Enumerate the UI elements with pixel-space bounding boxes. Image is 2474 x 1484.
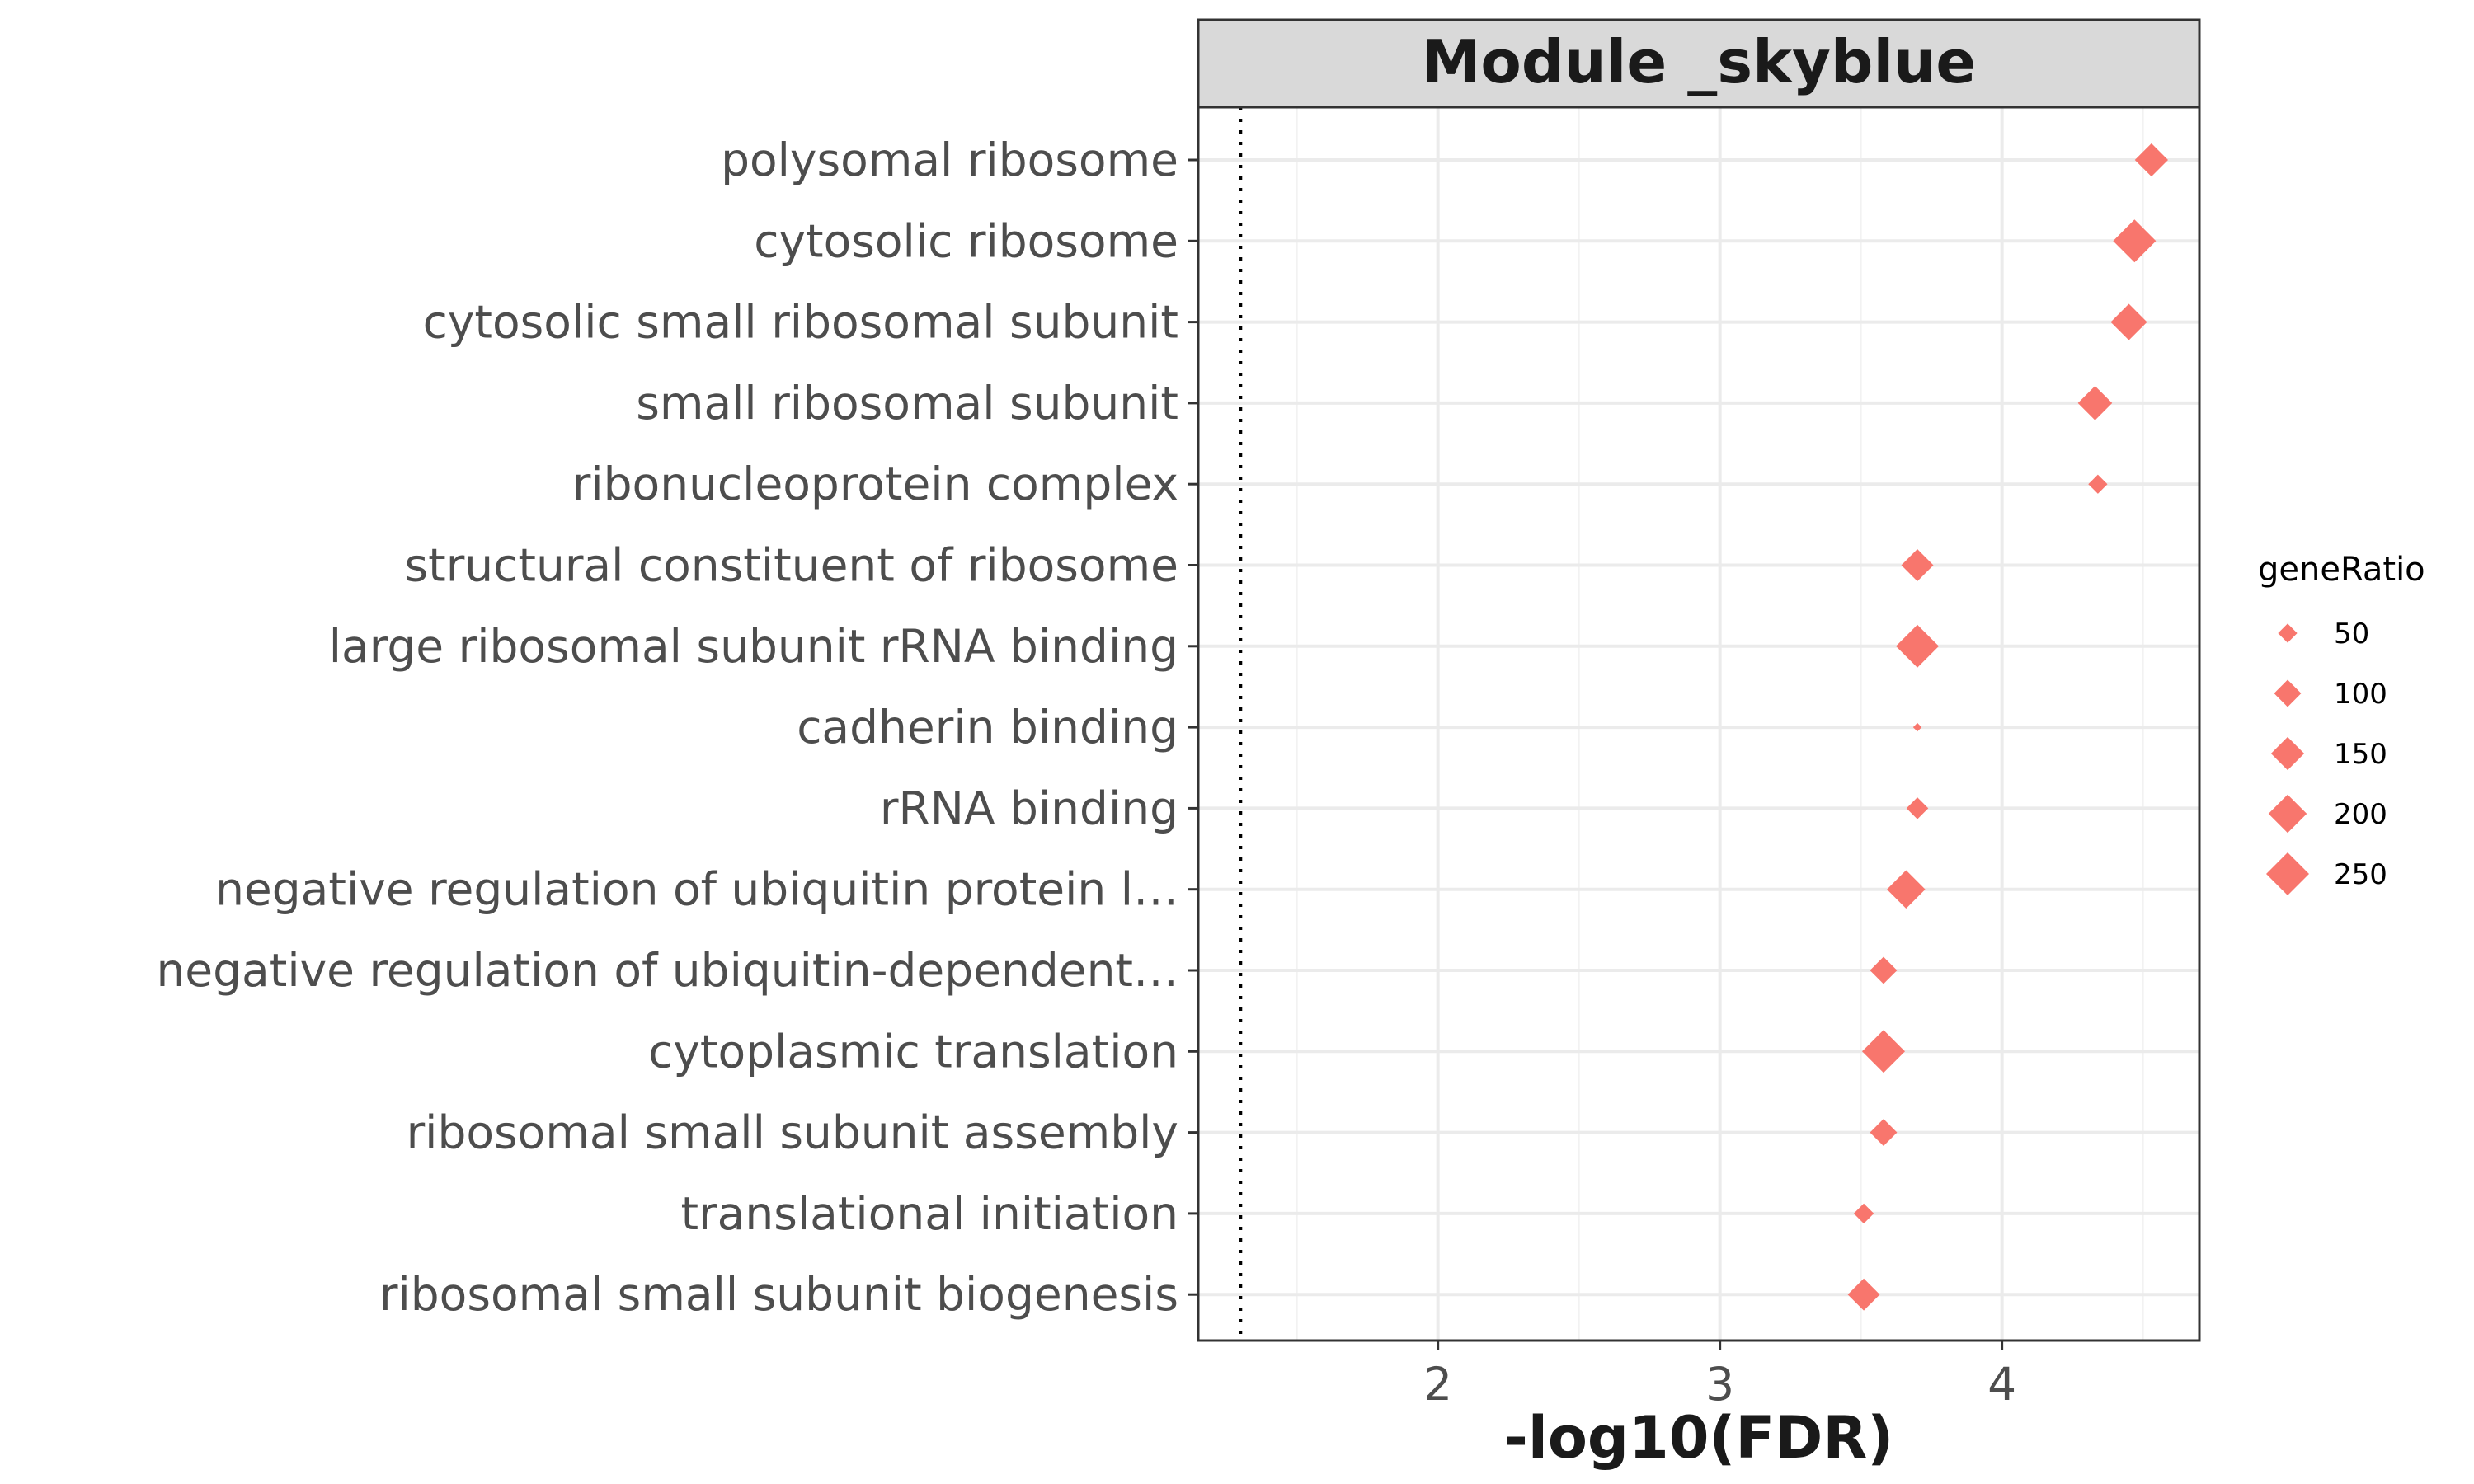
x-tick-label: 3 bbox=[1705, 1358, 1734, 1411]
y-tick-label: negative regulation of ubiquitin protein… bbox=[215, 863, 1178, 916]
data-point bbox=[2113, 219, 2157, 263]
legend-label: 150 bbox=[2334, 738, 2387, 771]
data-point bbox=[1861, 1030, 1905, 1073]
x-tick-label: 2 bbox=[1423, 1358, 1452, 1411]
data-point bbox=[2134, 143, 2169, 177]
y-tick-label: translational initiation bbox=[680, 1187, 1178, 1240]
y-tick-label: cytosolic ribosome bbox=[754, 214, 1178, 267]
panel-background bbox=[1198, 107, 2199, 1341]
data-point bbox=[2077, 386, 2113, 420]
data-point bbox=[1906, 797, 1929, 819]
data-point bbox=[1870, 1119, 1898, 1147]
y-tick-label: negative regulation of ubiquitin-depende… bbox=[156, 944, 1178, 997]
legend-key bbox=[2278, 623, 2298, 643]
x-axis-title: -log10(FDR) bbox=[1504, 1404, 1893, 1472]
legend-label: 250 bbox=[2334, 858, 2387, 891]
x-axis-labels: 2 3 4 bbox=[1423, 1358, 2016, 1411]
data-point bbox=[1896, 624, 1940, 668]
y-tick-label: polysomal ribosome bbox=[721, 134, 1178, 186]
legend-label: 50 bbox=[2334, 618, 2369, 650]
y-tick-label: ribosomal small subunit assembly bbox=[407, 1106, 1178, 1159]
facet-strip bbox=[1197, 18, 2201, 109]
data-point bbox=[2088, 474, 2108, 494]
legend-key bbox=[2274, 679, 2302, 707]
legend-title: geneRatio bbox=[2258, 551, 2425, 589]
legend-key bbox=[2268, 794, 2307, 834]
y-axis-ticks bbox=[1188, 158, 1198, 1296]
legend-label: 100 bbox=[2334, 678, 2387, 711]
data-point bbox=[1870, 956, 1898, 984]
y-tick-label: rRNA binding bbox=[880, 782, 1178, 834]
legend-key bbox=[2270, 736, 2305, 771]
data-point bbox=[2110, 303, 2147, 340]
data-points bbox=[1847, 143, 2169, 1311]
data-point bbox=[1901, 549, 1934, 581]
y-tick-label: ribosomal small subunit biogenesis bbox=[379, 1268, 1178, 1321]
y-tick-label: large ribosomal subunit rRNA binding bbox=[329, 620, 1178, 673]
legend: 50 100 150 200 250 bbox=[2266, 618, 2387, 895]
y-tick-label: cadherin binding bbox=[797, 701, 1178, 754]
data-point bbox=[1887, 870, 1926, 909]
data-point bbox=[1847, 1278, 1880, 1311]
y-tick-label: cytoplasmic translation bbox=[648, 1025, 1178, 1078]
minor-gridlines bbox=[1296, 107, 2144, 1341]
legend-key bbox=[2266, 852, 2309, 895]
x-axis-ticks bbox=[1437, 1341, 2004, 1350]
y-tick-label: structural constituent of ribosome bbox=[404, 539, 1178, 592]
data-point bbox=[1853, 1203, 1874, 1224]
y-tick-label: cytosolic small ribosomal subunit bbox=[423, 296, 1178, 349]
major-gridlines bbox=[1198, 107, 2199, 1341]
y-tick-label: ribonucleoprotein complex bbox=[572, 458, 1178, 510]
facet-strip-title: Module _skyblue bbox=[1422, 27, 1976, 96]
legend-label: 200 bbox=[2334, 798, 2387, 831]
y-tick-label: small ribosomal subunit bbox=[636, 377, 1178, 430]
y-axis-labels: polysomal ribosome cytosolic ribosome cyto… bbox=[156, 134, 1178, 1321]
x-tick-label: 4 bbox=[1987, 1358, 2016, 1411]
data-point bbox=[1912, 722, 1922, 732]
